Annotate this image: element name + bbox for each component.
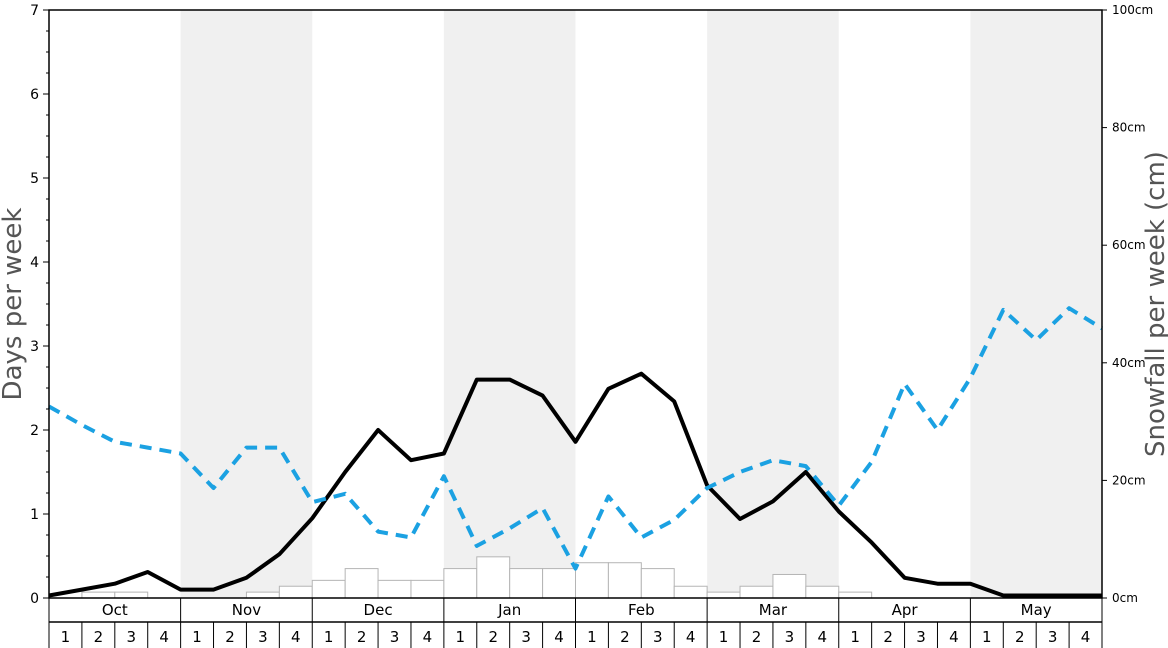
week-label: 3 — [1048, 628, 1058, 646]
week-label: 4 — [423, 628, 433, 646]
month-shading — [180, 10, 1102, 598]
left-tick-label: 1 — [30, 507, 39, 523]
month-label: Mar — [759, 601, 788, 619]
left-axis: 0 1 2 3 4 5 6 7 — [30, 3, 49, 607]
month-label: Oct — [102, 601, 128, 619]
week-label: 2 — [488, 628, 498, 646]
week-label: 2 — [1015, 628, 1025, 646]
week-label: 2 — [94, 628, 104, 646]
snowfall-bar — [509, 568, 544, 599]
right-tick-label: 80cm — [1112, 121, 1146, 135]
snowfall-bar — [81, 591, 116, 599]
right-tick-label: 20cm — [1112, 473, 1146, 487]
week-label: 2 — [883, 628, 893, 646]
week-label: 4 — [554, 628, 564, 646]
snowfall-bar — [542, 568, 576, 599]
week-label: 4 — [291, 628, 301, 646]
month-band-mar — [707, 10, 839, 598]
month-axis: Oct Nov Dec Jan Feb Mar Apr May — [48, 598, 1103, 623]
week-label: 1 — [192, 628, 202, 646]
snowfall-bar — [607, 562, 642, 599]
snowfall-bar — [706, 591, 741, 599]
week-label: 4 — [159, 628, 169, 646]
snowfall-bar — [772, 573, 807, 599]
month-label: Dec — [364, 601, 393, 619]
snowfall-bars — [81, 556, 873, 599]
days-lines — [48, 306, 1104, 598]
snowfall-bar — [377, 579, 412, 599]
week-label: 3 — [521, 628, 531, 646]
week-label: 3 — [916, 628, 926, 646]
right-tick-label: 0cm — [1112, 591, 1138, 605]
week-label: 3 — [258, 628, 268, 646]
right-axis-title: Snowfall per week (cm) — [1141, 151, 1168, 457]
week-label: 3 — [653, 628, 663, 646]
week-label: 1 — [719, 628, 729, 646]
week-label: 1 — [850, 628, 860, 646]
month-band-may — [970, 10, 1102, 598]
left-axis-title: Days per week — [0, 208, 28, 401]
left-tick-label: 5 — [30, 171, 39, 187]
left-tick-label: 7 — [30, 3, 39, 19]
snowfall-bar — [838, 591, 873, 599]
snowfall-bar — [640, 568, 675, 599]
week-label: 3 — [785, 628, 795, 646]
week-label: 4 — [1081, 628, 1091, 646]
week-label: 4 — [818, 628, 828, 646]
snowfall-bar — [278, 585, 313, 599]
snowfall-bar — [410, 579, 445, 599]
month-label: Apr — [892, 601, 919, 619]
month-label: Jan — [497, 601, 521, 619]
right-tick-label: 40cm — [1112, 356, 1146, 370]
week-label: 2 — [225, 628, 235, 646]
snowfall-bar — [805, 585, 840, 599]
week-label: 1 — [456, 628, 466, 646]
week-axis: 1 2 3 4 1 2 3 4 1 2 3 4 1 2 3 4 1 2 3 4 1 2 3 4 1 2 3 4 1 2 3 4 — [48, 622, 1103, 648]
snowfall-bar — [245, 591, 280, 599]
week-label: 4 — [686, 628, 696, 646]
month-band-jan — [443, 10, 576, 598]
week-label: 1 — [982, 628, 992, 646]
snowfall-bar — [673, 585, 708, 599]
month-label: Feb — [628, 601, 655, 619]
week-label: 1 — [324, 628, 334, 646]
week-label: 4 — [949, 628, 959, 646]
days-line-solid — [48, 371, 1102, 598]
snowfall-bar — [739, 585, 774, 599]
week-label: 3 — [390, 628, 400, 646]
right-axis: 0cm 20cm 40cm 60cm 80cm 100cm — [1102, 3, 1153, 605]
month-label: Nov — [232, 601, 261, 619]
left-tick-label: 0 — [30, 591, 39, 607]
month-band-nov — [180, 10, 313, 598]
snowfall-bar — [575, 562, 609, 599]
left-tick-label: 4 — [30, 255, 39, 271]
snowfall-bar — [114, 591, 149, 599]
snowfall-bar — [344, 568, 379, 599]
left-tick-label: 3 — [30, 339, 39, 355]
days-line-dashed — [48, 306, 1104, 571]
week-label: 2 — [620, 628, 630, 646]
snowfall-bar — [476, 556, 511, 599]
right-tick-label: 100cm — [1112, 3, 1153, 17]
snowfall-bar — [443, 568, 478, 599]
week-label: 1 — [61, 628, 71, 646]
week-label: 2 — [752, 628, 762, 646]
left-tick-label: 6 — [30, 87, 39, 103]
week-label: 2 — [357, 628, 367, 646]
week-label: 1 — [587, 628, 597, 646]
week-label: 3 — [126, 628, 136, 646]
snowfall-bar — [311, 579, 346, 599]
month-label: May — [1021, 601, 1052, 619]
right-tick-label: 60cm — [1112, 238, 1146, 252]
left-tick-label: 2 — [30, 423, 39, 439]
